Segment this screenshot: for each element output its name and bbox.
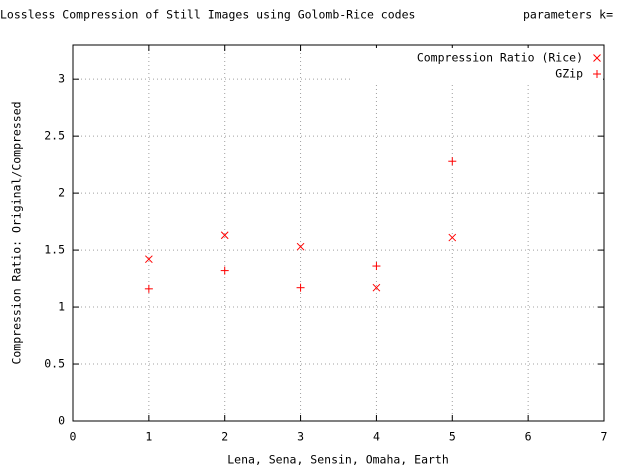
y-tick-label: 1.5	[44, 243, 65, 257]
x-tick-label: 2	[221, 430, 228, 444]
chart-title: Lossless Compression of Still Images usi…	[0, 8, 415, 22]
legend-marker	[593, 54, 601, 62]
y-tick-label: 3	[58, 72, 65, 86]
marker-stroke	[448, 233, 457, 242]
y-axis-label: Compression Ratio: Original/Compressed	[10, 101, 24, 364]
legend-marker	[593, 70, 601, 78]
point	[448, 233, 457, 242]
y-tick-label: 2.5	[44, 129, 65, 143]
point	[296, 283, 305, 292]
point	[220, 231, 229, 240]
plot-frame	[72, 44, 605, 422]
marker-stroke	[145, 255, 153, 264]
marker-stroke	[220, 231, 229, 240]
point	[372, 283, 381, 292]
chart-subtitle: parameters k=	[523, 8, 613, 22]
point	[296, 242, 305, 251]
x-tick-label: 4	[373, 430, 380, 444]
marker-stroke	[593, 54, 601, 62]
x-tick-label: 0	[70, 430, 77, 444]
x-tick-label: 1	[145, 430, 152, 444]
point	[145, 255, 153, 264]
marker-stroke	[372, 283, 381, 292]
x-axis-label: Lena, Sena, Sensin, Omaha, Earth	[227, 453, 449, 467]
y-tick-label: 2	[58, 186, 65, 200]
x-tick-label: 3	[297, 430, 304, 444]
x-tick-label: 6	[525, 430, 532, 444]
x-tick-label: 5	[449, 430, 456, 444]
y-tick-label: 0.5	[44, 357, 65, 371]
point	[144, 284, 153, 293]
legend-box	[352, 48, 603, 84]
point	[448, 157, 457, 166]
y-tick-label: 0	[58, 414, 65, 428]
x-tick-label: 7	[601, 430, 608, 444]
point	[372, 262, 381, 271]
point	[220, 266, 229, 275]
legend-label: GZip	[555, 67, 583, 81]
marker-stroke	[296, 242, 305, 251]
y-tick-label: 1	[58, 300, 65, 314]
legend-label: Compression Ratio (Rice)	[417, 51, 583, 65]
